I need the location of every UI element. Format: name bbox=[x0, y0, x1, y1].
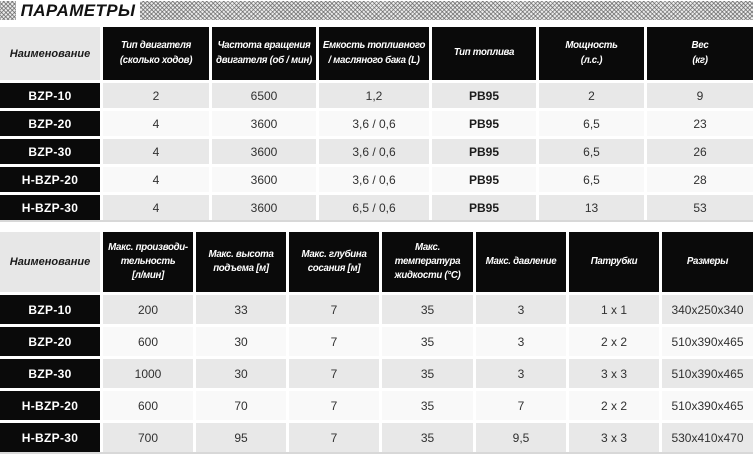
value-cell: 9,5 bbox=[476, 423, 566, 452]
value-cell: PB95 bbox=[432, 195, 536, 220]
row-name-cell: BZP-20 bbox=[0, 327, 100, 356]
value-cell: 35 bbox=[382, 391, 473, 420]
value-cell: 35 bbox=[382, 295, 473, 324]
row-name-cell: H-BZP-20 bbox=[0, 391, 100, 420]
value-cell: 3600 bbox=[212, 111, 316, 136]
value-cell: 700 bbox=[103, 423, 193, 452]
value-cell: 3 bbox=[476, 359, 566, 388]
value-cell: 600 bbox=[103, 327, 193, 356]
value-cell: 7 bbox=[289, 327, 379, 356]
value-cell: 30 bbox=[196, 327, 286, 356]
value-cell: 4 bbox=[103, 167, 209, 192]
title-box: ПАРАМЕТРЫ bbox=[16, 1, 140, 20]
value-cell: 600 bbox=[103, 391, 193, 420]
value-cell: 200 bbox=[103, 295, 193, 324]
value-cell: 1000 bbox=[103, 359, 193, 388]
value-cell: 7 bbox=[289, 391, 379, 420]
pump-column-header-1: Макс. высота подъема [м] bbox=[196, 232, 286, 292]
value-cell: 26 bbox=[647, 139, 753, 164]
value-cell: 35 bbox=[382, 359, 473, 388]
value-cell: 3 bbox=[476, 327, 566, 356]
row-name-cell: H-BZP-30 bbox=[0, 423, 100, 452]
value-cell: 2 x 2 bbox=[569, 391, 659, 420]
engine-column-header-4: Мощность (л.с.) bbox=[539, 27, 644, 80]
value-cell: 3,6 / 0,6 bbox=[319, 111, 429, 136]
value-cell: 510x390x465 bbox=[662, 327, 753, 356]
engine-name-column-header: Наименование bbox=[0, 27, 100, 80]
value-cell: 53 bbox=[647, 195, 753, 220]
hatch-pattern-right bbox=[140, 1, 753, 20]
value-cell: 3,6 / 0,6 bbox=[319, 167, 429, 192]
value-cell: 35 bbox=[382, 327, 473, 356]
value-cell: 2 bbox=[103, 83, 209, 108]
page-title: ПАРАМЕТРЫ bbox=[20, 0, 136, 20]
row-name-cell: H-BZP-20 bbox=[0, 167, 100, 192]
row-name-cell: BZP-10 bbox=[0, 295, 100, 324]
value-cell: 2 bbox=[539, 83, 644, 108]
title-strip: ПАРАМЕТРЫ bbox=[0, 1, 753, 20]
pump-column-header-2: Макс. глубина сосания [м] bbox=[289, 232, 379, 292]
pump-column-header-6: Размеры bbox=[662, 232, 753, 292]
value-cell: PB95 bbox=[432, 167, 536, 192]
value-cell: PB95 bbox=[432, 83, 536, 108]
pump-column-header-4: Макс. давление bbox=[476, 232, 566, 292]
engine-column-header-5: Вес (кг) bbox=[647, 27, 753, 80]
hatch-pattern-left bbox=[0, 1, 16, 20]
value-cell: 1,2 bbox=[319, 83, 429, 108]
value-cell: 95 bbox=[196, 423, 286, 452]
value-cell: 6,5 / 0,6 bbox=[319, 195, 429, 220]
engine-column-header-0: Тип двигателя (сколько ходов) bbox=[103, 27, 209, 80]
row-name-cell: BZP-20 bbox=[0, 111, 100, 136]
value-cell: 3600 bbox=[212, 195, 316, 220]
value-cell: 510x390x465 bbox=[662, 391, 753, 420]
value-cell: 30 bbox=[196, 359, 286, 388]
value-cell: 530x410x470 bbox=[662, 423, 753, 452]
value-cell: 4 bbox=[103, 195, 209, 220]
value-cell: 3 x 3 bbox=[569, 359, 659, 388]
engine-column-header-2: Емкость топливного / масляного бака (L) bbox=[319, 27, 429, 80]
value-cell: 35 bbox=[382, 423, 473, 452]
value-cell: 3 bbox=[476, 295, 566, 324]
engine-column-header-3: Тип топлива bbox=[432, 27, 536, 80]
pump-column-header-3: Макс. температура жидкости (°C) bbox=[382, 232, 473, 292]
value-cell: 3 x 3 bbox=[569, 423, 659, 452]
value-cell: 6,5 bbox=[539, 139, 644, 164]
value-cell: 33 bbox=[196, 295, 286, 324]
engine-column-header-1: Частота вращения двигателя (об / мин) bbox=[212, 27, 316, 80]
value-cell: 13 bbox=[539, 195, 644, 220]
row-name-cell: H-BZP-30 bbox=[0, 195, 100, 220]
value-cell: 7 bbox=[289, 295, 379, 324]
value-cell: 3600 bbox=[212, 139, 316, 164]
row-name-cell: BZP-30 bbox=[0, 359, 100, 388]
value-cell: 6500 bbox=[212, 83, 316, 108]
pump-name-column-header: Наименование bbox=[0, 232, 100, 292]
value-cell: 1 x 1 bbox=[569, 295, 659, 324]
value-cell: 4 bbox=[103, 111, 209, 136]
value-cell: PB95 bbox=[432, 139, 536, 164]
pump-column-header-0: Макс. производи- тельность [л/мин] bbox=[103, 232, 193, 292]
value-cell: 7 bbox=[476, 391, 566, 420]
value-cell: 3600 bbox=[212, 167, 316, 192]
value-cell: 6,5 bbox=[539, 111, 644, 136]
pump-spec-table: Наименование Макс. производи- тельность [… bbox=[0, 232, 753, 454]
value-cell: PB95 bbox=[432, 111, 536, 136]
value-cell: 23 bbox=[647, 111, 753, 136]
row-name-cell: BZP-10 bbox=[0, 83, 100, 108]
value-cell: 4 bbox=[103, 139, 209, 164]
value-cell: 2 x 2 bbox=[569, 327, 659, 356]
value-cell: 3,6 / 0,6 bbox=[319, 139, 429, 164]
value-cell: 510x390x465 bbox=[662, 359, 753, 388]
value-cell: 28 bbox=[647, 167, 753, 192]
engine-spec-table: Наименование Тип двигателя (сколько ходов… bbox=[0, 27, 753, 222]
value-cell: 340x250x340 bbox=[662, 295, 753, 324]
value-cell: 7 bbox=[289, 359, 379, 388]
pump-column-header-5: Патрубки bbox=[569, 232, 659, 292]
value-cell: 6,5 bbox=[539, 167, 644, 192]
row-name-cell: BZP-30 bbox=[0, 139, 100, 164]
value-cell: 70 bbox=[196, 391, 286, 420]
value-cell: 9 bbox=[647, 83, 753, 108]
value-cell: 7 bbox=[289, 423, 379, 452]
